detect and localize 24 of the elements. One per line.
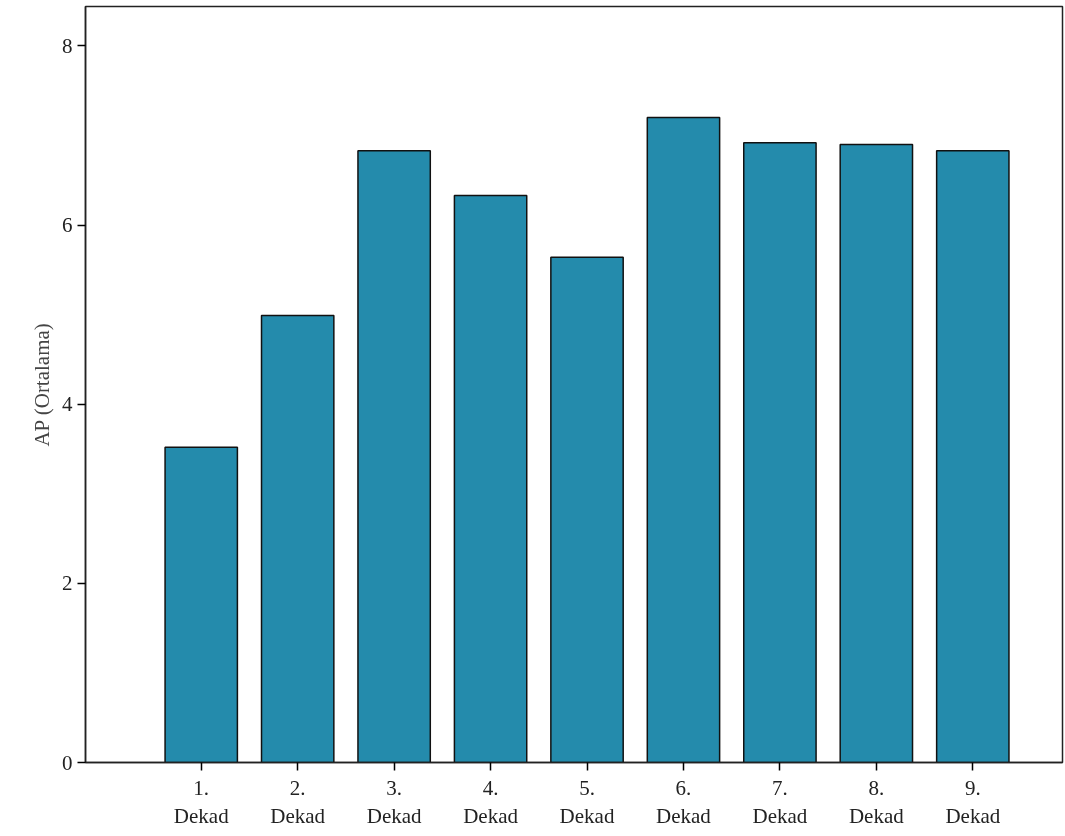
y-tick-label: 8 xyxy=(62,33,73,58)
y-tick-label: 6 xyxy=(62,213,73,238)
bar xyxy=(646,116,721,763)
x-tick-label: 4. Dekad xyxy=(463,775,519,829)
y-tick-label: 2 xyxy=(62,571,73,596)
x-tick-label: 6. Dekad xyxy=(656,775,712,829)
y-tick-label: 4 xyxy=(62,392,73,417)
x-tick-label: 1. Dekad xyxy=(173,775,230,829)
bar xyxy=(164,446,239,763)
bar xyxy=(260,314,335,763)
x-tick-label: 5. Dekad xyxy=(559,775,615,829)
bar xyxy=(743,141,817,763)
y-tick-label: 0 xyxy=(62,750,73,775)
bar xyxy=(453,194,528,763)
x-tick-label: 8. Dekad xyxy=(848,775,905,829)
y-axis-title: AP (Ortalama) xyxy=(30,323,54,447)
x-tick-label: 2. Dekad xyxy=(270,775,326,829)
bar xyxy=(935,149,1010,763)
x-tick-label: 3. Dekad xyxy=(366,775,423,829)
bar xyxy=(357,149,432,763)
x-tick-label: 7. Dekad xyxy=(752,775,808,829)
bar xyxy=(550,256,624,763)
bar xyxy=(839,143,914,763)
x-tick-label: 9. Dekad xyxy=(945,775,1001,829)
